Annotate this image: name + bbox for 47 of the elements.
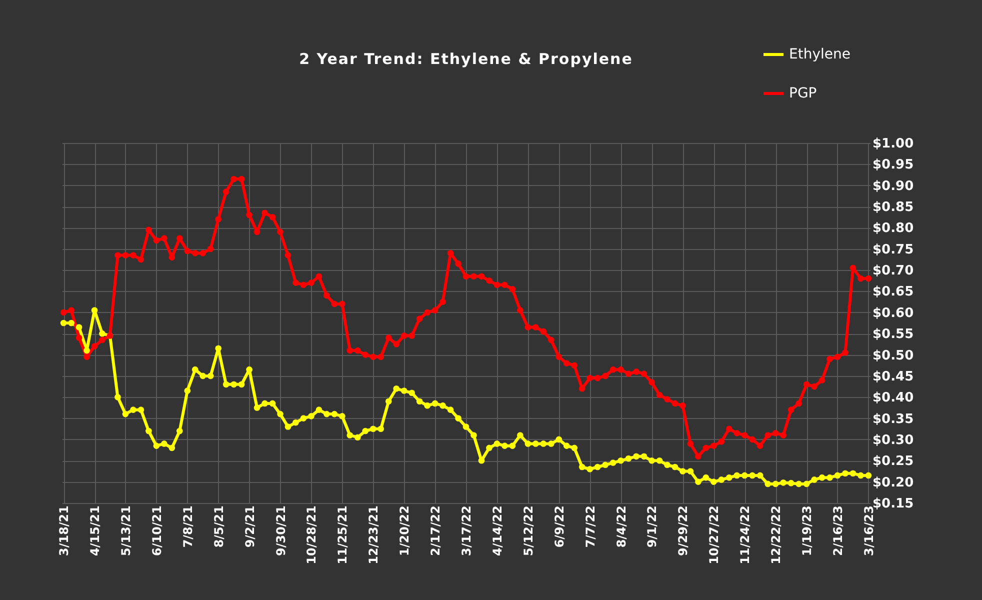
y-tick-label: $0.95 bbox=[872, 158, 914, 173]
x-tick-label: 3/17/22 bbox=[460, 506, 474, 556]
x-tick-label: 9/29/22 bbox=[676, 506, 690, 556]
x-tick-label: 12/23/21 bbox=[366, 506, 381, 564]
x-tick-label: 9/2/21 bbox=[242, 506, 257, 548]
y-tick-label: $0.55 bbox=[872, 327, 914, 342]
x-tick-label: 4/14/22 bbox=[490, 506, 504, 556]
y-tick-label: $1.00 bbox=[872, 136, 914, 152]
chart-subtitle: 2 Year Trend: Ethylene & Propylene bbox=[299, 50, 633, 68]
x-tick-label: 2/17/22 bbox=[428, 506, 443, 556]
y-tick-label: $0.35 bbox=[872, 412, 914, 427]
x-tick-label: 4/15/21 bbox=[88, 506, 102, 556]
y-tick-label: $0.40 bbox=[872, 390, 914, 406]
x-tick-label: 3/18/21 bbox=[57, 506, 72, 556]
x-tick-label: 5/12/22 bbox=[521, 506, 536, 556]
x-tick-label: 6/9/22 bbox=[552, 506, 566, 548]
x-tick-label: 7/8/21 bbox=[180, 506, 195, 548]
y-tick-label: $0.80 bbox=[872, 221, 914, 236]
y-tick-label: $0.60 bbox=[872, 306, 914, 321]
x-tick-label: 5/13/21 bbox=[118, 506, 133, 556]
y-tick-label: $0.65 bbox=[872, 284, 914, 300]
x-tick-label: 9/30/21 bbox=[274, 506, 288, 556]
y-tick-label: $0.75 bbox=[872, 242, 914, 258]
legend-label: Ethylene bbox=[789, 46, 850, 62]
y-tick-label: $0.85 bbox=[872, 200, 914, 216]
y-tick-label: $0.45 bbox=[872, 369, 914, 384]
y-tick-label: $0.20 bbox=[872, 475, 914, 490]
x-tick-label: 12/22/22 bbox=[769, 506, 784, 564]
x-tick-label: 1/20/22 bbox=[398, 506, 412, 556]
y-tick-label: $0.30 bbox=[872, 432, 914, 448]
x-tick-label: 6/10/21 bbox=[150, 506, 164, 556]
x-tick-label: 7/7/22 bbox=[583, 506, 598, 548]
x-tick-label: 2/16/23 bbox=[830, 506, 845, 556]
x-tick-label: 11/24/22 bbox=[738, 506, 752, 564]
x-tick-label: 8/4/22 bbox=[614, 506, 628, 548]
y-tick-label: $0.25 bbox=[872, 454, 914, 470]
x-tick-label: 11/25/21 bbox=[336, 506, 350, 564]
x-tick-label: 9/1/22 bbox=[645, 506, 660, 548]
legend-label: PGP bbox=[789, 86, 817, 102]
y-tick-label: $0.70 bbox=[872, 264, 914, 279]
y-tick-label: $0.90 bbox=[872, 178, 914, 194]
x-tick-label: 10/27/22 bbox=[707, 506, 722, 564]
x-tick-label: 10/28/21 bbox=[304, 506, 319, 564]
y-tick-label: $0.15 bbox=[872, 496, 914, 512]
x-tick-label: 8/5/21 bbox=[212, 506, 226, 548]
x-tick-label: 1/19/23 bbox=[800, 506, 814, 556]
y-tick-label: $0.50 bbox=[872, 348, 914, 364]
